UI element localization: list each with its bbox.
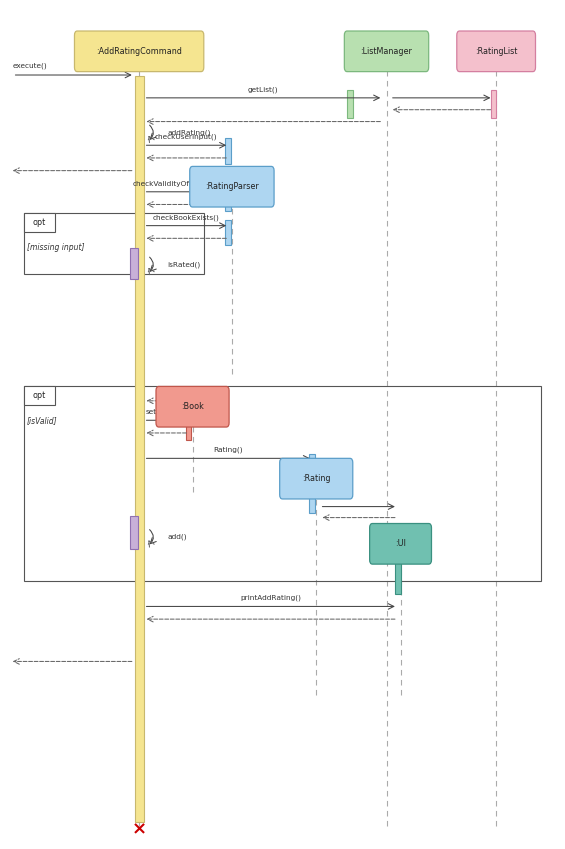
Bar bbox=[130, 516, 138, 549]
FancyBboxPatch shape bbox=[457, 31, 536, 71]
Text: [missing input]: [missing input] bbox=[27, 243, 84, 251]
Text: :Book: :Book bbox=[181, 402, 204, 411]
Bar bbox=[346, 90, 353, 118]
Text: :UI: :UI bbox=[395, 539, 406, 548]
Text: :ListManager: :ListManager bbox=[360, 47, 412, 56]
Text: checkBookExists(): checkBookExists() bbox=[153, 214, 220, 221]
Bar bbox=[24, 213, 55, 232]
Text: add(): add() bbox=[167, 534, 187, 540]
Text: checkValidityOfRatingScore(): checkValidityOfRatingScore() bbox=[133, 180, 240, 187]
Bar bbox=[134, 76, 144, 822]
Text: :RatingList: :RatingList bbox=[475, 47, 518, 56]
Text: :AddRatingCommand: :AddRatingCommand bbox=[96, 47, 182, 56]
Text: :Rating: :Rating bbox=[302, 474, 331, 483]
FancyBboxPatch shape bbox=[190, 166, 274, 207]
Bar bbox=[225, 186, 231, 211]
FancyBboxPatch shape bbox=[75, 31, 204, 71]
Bar bbox=[186, 412, 192, 440]
Bar bbox=[24, 386, 55, 405]
Bar bbox=[490, 90, 496, 118]
Bar bbox=[24, 386, 541, 581]
Text: isRated(): isRated() bbox=[167, 261, 201, 267]
Bar bbox=[225, 220, 231, 245]
Text: :RatingParser: :RatingParser bbox=[205, 183, 259, 191]
Text: setRating(): setRating() bbox=[146, 408, 187, 415]
Bar bbox=[24, 213, 204, 274]
Text: opt: opt bbox=[33, 217, 46, 227]
Text: addRating(): addRating() bbox=[167, 129, 211, 136]
Bar bbox=[310, 454, 315, 514]
Bar bbox=[225, 138, 231, 164]
Text: opt: opt bbox=[33, 391, 46, 400]
Text: [isValid]: [isValid] bbox=[27, 416, 57, 425]
FancyBboxPatch shape bbox=[370, 524, 432, 564]
Bar bbox=[130, 249, 138, 279]
Text: printAddRating(): printAddRating() bbox=[240, 595, 301, 601]
FancyBboxPatch shape bbox=[280, 458, 353, 499]
Text: checkUserInput(): checkUserInput() bbox=[155, 133, 218, 140]
Text: getList(): getList() bbox=[248, 87, 279, 93]
Text: execute(): execute() bbox=[12, 63, 47, 69]
FancyBboxPatch shape bbox=[156, 386, 229, 427]
Text: Rating(): Rating() bbox=[214, 447, 243, 453]
Text: ×: × bbox=[132, 820, 147, 838]
FancyBboxPatch shape bbox=[344, 31, 429, 71]
Bar bbox=[395, 526, 401, 593]
